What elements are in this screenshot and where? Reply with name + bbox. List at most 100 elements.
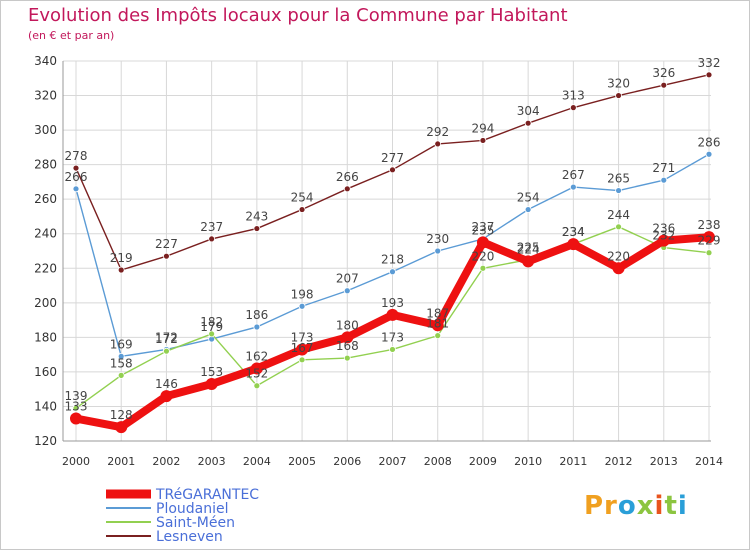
data-point [479, 137, 487, 144]
data-label: 162 [245, 349, 268, 363]
y-tick-label: 200 [34, 296, 57, 310]
data-label: 232 [652, 229, 675, 243]
data-label: 304 [517, 104, 540, 118]
data-point [705, 150, 713, 158]
data-point [117, 371, 125, 379]
data-point [208, 330, 216, 338]
data-label: 139 [65, 389, 88, 403]
data-point [657, 234, 670, 247]
data-label: 218 [381, 253, 404, 267]
data-point [253, 225, 261, 232]
data-label: 167 [291, 341, 314, 355]
data-label: 238 [698, 218, 721, 232]
data-point [343, 287, 351, 295]
data-label: 168 [336, 339, 359, 353]
data-point [163, 252, 170, 260]
data-label: 224 [517, 242, 540, 256]
y-tick-label: 240 [34, 227, 57, 241]
data-label: 292 [426, 125, 449, 139]
data-label: 229 [698, 234, 721, 248]
data-point [476, 236, 489, 249]
proxiti-logo: Proxiti [584, 491, 688, 521]
data-point [160, 390, 173, 403]
legend-label: Lesneven [156, 529, 223, 545]
data-point [72, 164, 80, 172]
x-tick-label: 2009 [469, 455, 497, 468]
data-label: 266 [336, 170, 359, 184]
data-point [250, 362, 263, 375]
data-label: 172 [155, 332, 178, 346]
data-label: 294 [471, 121, 494, 135]
data-label: 173 [381, 330, 404, 344]
data-point [389, 268, 396, 276]
data-point [117, 266, 125, 274]
y-tick-label: 340 [34, 54, 57, 68]
data-point [343, 354, 351, 362]
data-point [298, 302, 306, 310]
legend-label: Ploudaniel [156, 501, 229, 517]
data-label: 234 [562, 225, 585, 239]
y-tick-label: 160 [34, 365, 57, 379]
data-point [615, 187, 622, 194]
data-label: 234 [562, 225, 585, 239]
data-label: 173 [291, 330, 314, 344]
data-label: 278 [65, 149, 88, 163]
data-label: 254 [517, 191, 540, 205]
data-point [205, 378, 218, 390]
data-point [479, 264, 487, 272]
data-label: 220 [471, 249, 494, 263]
data-point [298, 206, 306, 213]
data-point [72, 404, 80, 412]
data-label: 236 [652, 222, 675, 236]
x-tick-label: 2000 [62, 455, 90, 468]
data-label: 235 [471, 223, 494, 237]
data-point [341, 331, 354, 344]
data-label: 243 [245, 210, 268, 224]
data-label: 179 [200, 320, 223, 334]
data-point [522, 255, 535, 268]
y-tick-label: 220 [34, 261, 57, 275]
grid [63, 60, 711, 442]
data-point [705, 249, 713, 257]
data-label: 207 [336, 272, 359, 286]
data-label: 313 [562, 89, 585, 103]
data-label: 237 [471, 220, 494, 234]
y-tick-label: 320 [34, 89, 57, 103]
data-label: 169 [110, 337, 133, 351]
data-point [615, 92, 622, 99]
data-point [389, 346, 396, 353]
data-label: 193 [381, 296, 404, 310]
data-label: 181 [426, 317, 449, 331]
data-point [660, 176, 668, 184]
series [70, 71, 715, 434]
data-label: 277 [381, 151, 404, 165]
data-label: 286 [698, 135, 721, 149]
y-tick-label: 180 [34, 330, 57, 344]
data-label: 219 [110, 251, 133, 265]
x-tick-label: 2010 [514, 455, 542, 468]
x-tick-label: 2013 [650, 455, 678, 468]
data-label: 133 [65, 400, 88, 414]
data-point [703, 231, 715, 244]
data-label: 153 [200, 365, 223, 379]
data-point [434, 247, 442, 255]
data-labels: 278 219 227 237 243 254 266 277 292 294 304 313 320 3… [65, 56, 721, 422]
data-point [569, 104, 577, 112]
data-label: 180 [336, 318, 359, 332]
data-point [298, 356, 306, 364]
data-point [434, 140, 442, 148]
y-tick-label: 300 [34, 123, 57, 137]
data-point [434, 332, 442, 340]
x-tick-label: 2008 [424, 455, 452, 468]
data-point [70, 412, 82, 425]
data-point [615, 223, 622, 231]
data-point [72, 185, 80, 193]
data-point [660, 81, 668, 89]
chart-subtitle: (en € et par an) [28, 29, 115, 42]
data-point [612, 262, 625, 275]
data-label: 265 [607, 172, 630, 186]
data-label: 230 [426, 232, 449, 246]
data-label: 271 [652, 161, 675, 175]
